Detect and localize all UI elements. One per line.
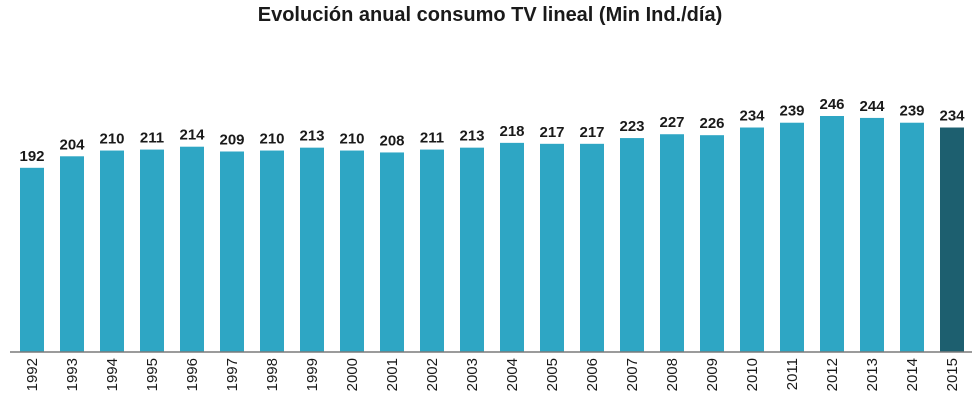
bar-2001 <box>380 152 404 352</box>
tick-label-2009: 2009 <box>704 358 721 391</box>
bar-2004 <box>500 142 524 352</box>
data-label-1992: 192 <box>19 148 44 165</box>
data-label-2001: 208 <box>379 132 404 149</box>
tick-label-2003: 2003 <box>464 358 481 391</box>
tick-label-1993: 1993 <box>64 358 81 391</box>
tick-label-2005: 2005 <box>544 358 561 391</box>
tick-label-2010: 2010 <box>744 358 761 391</box>
bar-2007 <box>620 138 644 352</box>
bar-1998 <box>260 150 284 352</box>
bar-2013 <box>860 117 884 352</box>
tick-label-1996: 1996 <box>184 358 201 391</box>
bar-labels-group: 192 204 210 211 214 209 210 213 210 208 211 213 218 2… <box>19 96 965 165</box>
tick-label-1995: 1995 <box>144 358 161 391</box>
tick-label-2012: 2012 <box>824 358 841 391</box>
tick-label-1999: 1999 <box>304 358 321 391</box>
tick-label-2001: 2001 <box>384 358 401 391</box>
bar-2008 <box>660 134 684 352</box>
chart-title: Evolución anual consumo TV lineal (Min I… <box>257 4 723 26</box>
bar-1992 <box>20 167 44 352</box>
tick-label-1997: 1997 <box>224 358 241 391</box>
bar-1993 <box>60 156 84 352</box>
bar-1994 <box>100 150 124 352</box>
bar-1996 <box>180 146 204 352</box>
data-label-2000: 210 <box>339 131 364 148</box>
bar-2014 <box>900 122 924 352</box>
data-label-1997: 209 <box>219 131 244 148</box>
data-label-1993: 204 <box>59 136 85 153</box>
data-label-2004: 218 <box>499 123 524 140</box>
tick-label-2015: 2015 <box>944 358 961 391</box>
bar-2003 <box>460 147 484 352</box>
data-label-2005: 217 <box>539 124 564 141</box>
data-label-1996: 214 <box>179 127 205 144</box>
data-label-2006: 217 <box>579 124 604 141</box>
data-label-1995: 211 <box>140 130 164 147</box>
data-label-2014: 239 <box>899 103 924 120</box>
data-label-2009: 226 <box>699 115 724 132</box>
data-label-2010: 234 <box>739 108 765 125</box>
tick-label-2000: 2000 <box>344 358 361 391</box>
bar-2000 <box>340 150 364 352</box>
tick-label-2013: 2013 <box>864 358 881 391</box>
data-label-2002: 211 <box>420 130 444 147</box>
data-label-2012: 246 <box>819 96 844 113</box>
bar-1995 <box>140 149 164 352</box>
tick-labels-group: 1992 1993 1994 1995 1996 1997 1998 1999 2000 2001… <box>24 358 961 391</box>
data-label-2008: 227 <box>659 114 684 131</box>
tick-label-2008: 2008 <box>664 358 681 391</box>
bar-2015 <box>940 127 964 352</box>
data-label-1998: 210 <box>259 131 284 148</box>
bars-group <box>20 116 964 352</box>
tick-label-2011: 2011 <box>784 358 801 390</box>
data-label-2013: 244 <box>859 98 885 115</box>
data-label-2015: 234 <box>939 108 965 125</box>
tick-label-2002: 2002 <box>424 358 441 391</box>
tick-label-2006: 2006 <box>584 358 601 391</box>
bar-2011 <box>780 122 804 352</box>
bar-2002 <box>420 149 444 352</box>
tick-label-1994: 1994 <box>104 358 121 391</box>
tick-label-2007: 2007 <box>624 358 641 391</box>
data-label-1994: 210 <box>99 131 124 148</box>
bar-2012 <box>820 116 844 352</box>
bar-2009 <box>700 135 724 352</box>
data-label-1999: 213 <box>299 128 324 145</box>
bar-1997 <box>220 151 244 352</box>
bar-2005 <box>540 143 564 352</box>
tick-label-1998: 1998 <box>264 358 281 391</box>
data-label-2011: 239 <box>779 103 804 120</box>
bar-1999 <box>300 147 324 352</box>
data-label-2007: 223 <box>619 118 644 135</box>
bar-2006 <box>580 143 604 352</box>
tick-label-2004: 2004 <box>504 358 521 391</box>
tick-label-2014: 2014 <box>904 358 921 391</box>
tick-label-1992: 1992 <box>24 358 41 391</box>
data-label-2003: 213 <box>459 128 484 145</box>
bar-2010 <box>740 127 764 352</box>
